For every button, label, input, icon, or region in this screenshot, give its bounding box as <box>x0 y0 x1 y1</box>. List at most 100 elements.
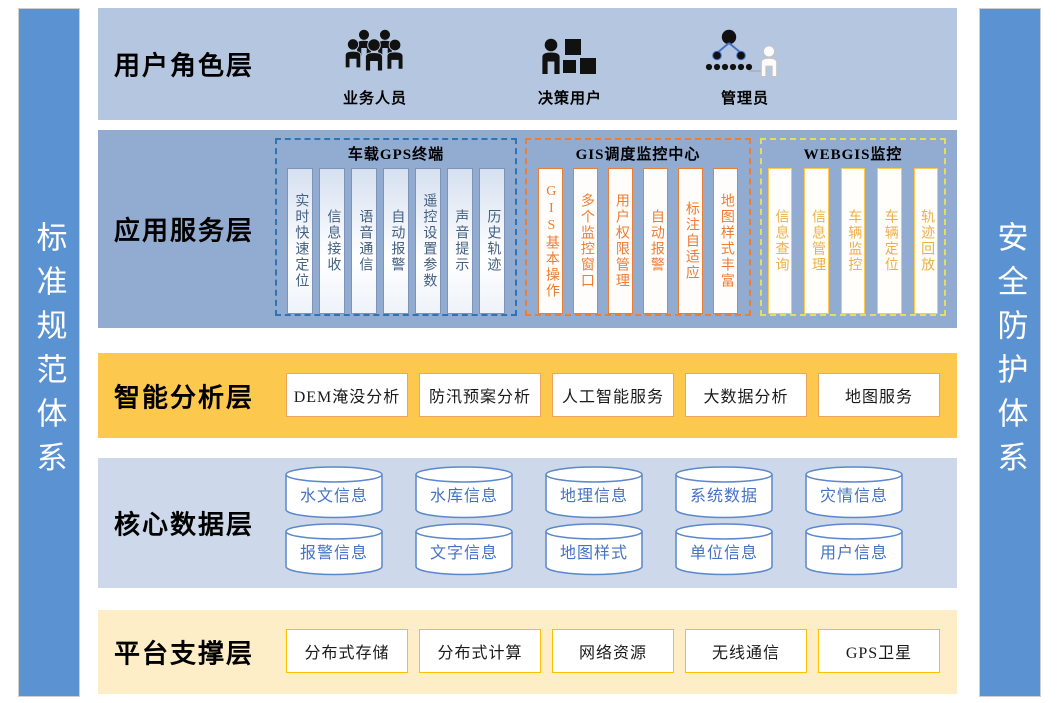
role-label: 业务人员 <box>342 91 407 107</box>
cylinder-shape <box>675 523 773 576</box>
feature-label: 信息接收 <box>325 209 341 273</box>
role-label: 管理员 <box>720 91 769 107</box>
group-gis-dispatch-center: GIS调度监控中心 GIS基本操作 多个监控窗口 用户权限管理 自动报警 标注自… <box>525 138 751 316</box>
feature-label: 实时快速定位 <box>293 193 309 289</box>
layer-title: 核心数据层 <box>114 510 255 540</box>
resource-box: GPS卫星 <box>818 629 940 673</box>
cylinder-shape <box>545 523 643 576</box>
layer-app-services: 应用服务层 车载GPS终端 实时快速定位 信息接收 语音通信 自动报警 遥控设置… <box>98 130 957 328</box>
feature-box: 实时快速定位 <box>287 168 313 314</box>
data-cylinder: 单位信息 <box>675 522 773 577</box>
feature-box: 轨迹回放 <box>913 168 939 314</box>
service-box: 地图服务 <box>818 373 940 417</box>
data-store-label: 灾情信息 <box>819 488 888 505</box>
resource-box: 网络资源 <box>552 629 674 673</box>
data-store-label: 水库信息 <box>429 488 498 505</box>
data-store-row: 水文信息 水库信息 地理信息 系统数据 灾情信息 <box>285 465 903 520</box>
layer-core-data: 核心数据层 水文信息 水库信息 地理信息 系统数据 灾情信息 <box>98 458 957 588</box>
cylinder-shape <box>285 523 383 576</box>
group-vehicle-gps-terminal: 车载GPS终端 实时快速定位 信息接收 语音通信 自动报警 遥控设置参数 声音提… <box>275 138 517 316</box>
role-decision-user: 决策用户 <box>515 20 625 108</box>
service-box: DEM淹没分析 <box>286 373 408 417</box>
group-title: GIS调度监控中心 <box>575 147 701 163</box>
feature-box: 语音通信 <box>351 168 377 314</box>
data-store-label: 报警信息 <box>299 545 368 562</box>
standards-system-bar: 标准规范体系 <box>18 8 80 697</box>
cylinder-shape <box>415 523 513 576</box>
layer-title: 应用服务层 <box>114 216 255 246</box>
feature-label: 多个监控窗口 <box>578 193 594 289</box>
group-title: WEBGIS监控 <box>803 147 903 163</box>
cylinder-shape <box>675 466 773 519</box>
feature-label: 自动报警 <box>389 209 405 273</box>
cylinder-shape <box>805 523 903 576</box>
feature-box: 标注自适应 <box>678 168 703 314</box>
data-store-label: 文字信息 <box>429 545 498 562</box>
feature-label: 标注自适应 <box>683 201 699 281</box>
data-store-label: 单位信息 <box>689 545 758 562</box>
feature-box: 自动报警 <box>643 168 668 314</box>
layer-user-roles: 用户角色层 业务人员 <box>98 8 957 120</box>
cylinder-shape <box>415 466 513 519</box>
layer-title: 智能分析层 <box>114 383 255 412</box>
feature-label: 地图样式丰富 <box>718 193 734 289</box>
layer-platform-support: 平台支撑层 分布式存储 分布式计算 网络资源 无线通信 GPS卫星 <box>98 610 957 694</box>
feature-box: 车辆监控 <box>840 168 866 314</box>
feature-label: 信息查询 <box>773 209 789 273</box>
standards-system-label: 标准规范体系 <box>31 220 67 485</box>
feature-label: 轨迹回放 <box>919 209 935 273</box>
group-title: 车载GPS终端 <box>347 147 445 163</box>
security-system-bar: 安全防护体系 <box>979 8 1041 697</box>
layer-title: 用户角色层 <box>114 51 255 81</box>
feature-label: 遥控设置参数 <box>421 193 437 289</box>
data-cylinder: 水文信息 <box>285 465 383 520</box>
security-system-label: 安全防护体系 <box>992 220 1028 485</box>
feature-box: 历史轨迹 <box>479 168 505 314</box>
role-label: 决策用户 <box>537 91 602 107</box>
feature-label: GIS基本操作 <box>543 183 559 299</box>
feature-label: 信息管理 <box>809 209 825 273</box>
data-store-label: 用户信息 <box>819 545 888 562</box>
feature-box: 声音提示 <box>447 168 473 314</box>
feature-label: 历史轨迹 <box>485 209 501 273</box>
resource-box: 分布式存储 <box>286 629 408 673</box>
analysis-services-row: DEM淹没分析 防汛预案分析 人工智能服务 大数据分析 地图服务 <box>286 373 940 417</box>
group-webgis-monitoring: WEBGIS监控 信息查询 信息管理 车辆监控 车辆定位 轨迹回放 <box>760 138 946 316</box>
feature-box: 信息接收 <box>319 168 345 314</box>
cylinder-shape <box>805 466 903 519</box>
data-cylinder: 用户信息 <box>805 522 903 577</box>
role-administrator: 管理员 <box>690 20 800 108</box>
feature-label: 声音提示 <box>453 209 469 273</box>
data-cylinder: 地图样式 <box>545 522 643 577</box>
service-box: 大数据分析 <box>685 373 807 417</box>
service-box: 人工智能服务 <box>552 373 674 417</box>
data-store-label: 系统数据 <box>689 488 758 505</box>
resource-box: 分布式计算 <box>419 629 541 673</box>
data-store-row: 报警信息 文字信息 地图样式 单位信息 用户信息 <box>285 522 903 577</box>
group-feature-columns: 信息查询 信息管理 车辆监控 车辆定位 轨迹回放 <box>762 168 944 314</box>
layer-title: 平台支撑层 <box>114 639 255 669</box>
feature-box: 信息管理 <box>804 168 829 314</box>
data-cylinder: 文字信息 <box>415 522 513 577</box>
service-box: 防汛预案分析 <box>419 373 541 417</box>
feature-label: 车辆定位 <box>882 209 898 273</box>
feature-label: 车辆监控 <box>846 209 862 273</box>
data-cylinder: 灾情信息 <box>805 465 903 520</box>
feature-box: GIS基本操作 <box>538 168 563 314</box>
data-cylinder: 水库信息 <box>415 465 513 520</box>
data-cylinder: 系统数据 <box>675 465 773 520</box>
data-cylinder: 报警信息 <box>285 522 383 577</box>
people-group-icon <box>320 20 430 82</box>
person-cubes-icon <box>515 20 625 82</box>
org-chart-icon <box>690 20 800 82</box>
cylinder-shape <box>545 466 643 519</box>
group-feature-columns: 实时快速定位 信息接收 语音通信 自动报警 遥控设置参数 声音提示 历史轨迹 <box>277 168 515 314</box>
feature-box: 信息查询 <box>767 168 793 314</box>
data-cylinder: 地理信息 <box>545 465 643 520</box>
role-business-staff: 业务人员 <box>320 20 430 108</box>
feature-box: 自动报警 <box>383 168 409 314</box>
group-feature-columns: GIS基本操作 多个监控窗口 用户权限管理 自动报警 标注自适应 地图样式丰富 <box>527 168 749 314</box>
data-store-label: 地图样式 <box>559 545 628 562</box>
feature-box: 地图样式丰富 <box>713 168 738 314</box>
